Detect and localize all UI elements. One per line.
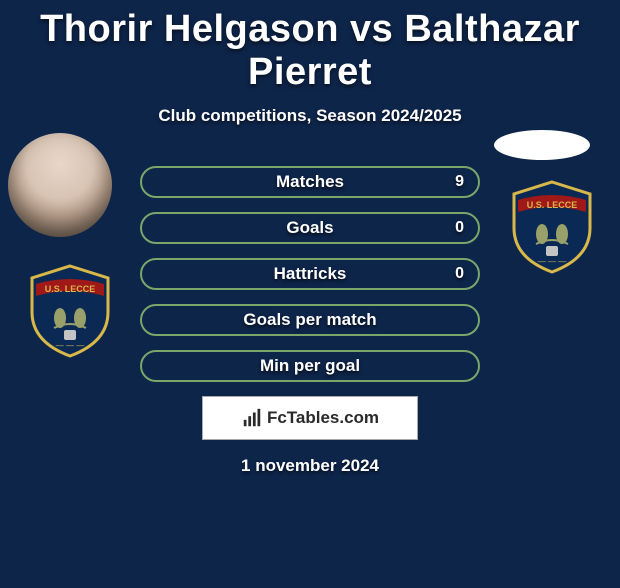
stat-label: Goals per match (142, 306, 478, 334)
chart-icon (241, 407, 263, 429)
stat-value-right: 0 (455, 214, 464, 242)
stat-label: Hattricks (142, 260, 478, 288)
svg-text:— — —: — — — (56, 341, 84, 350)
stat-label: Matches (142, 168, 478, 196)
stat-label: Min per goal (142, 352, 478, 380)
brand-label: FcTables.com (267, 408, 379, 428)
date-label: 1 november 2024 (0, 456, 620, 476)
stat-row: Min per goal (140, 350, 480, 382)
player2-avatar (494, 130, 590, 160)
stat-row: Goals0 (140, 212, 480, 244)
brand-box: FcTables.com (202, 396, 418, 440)
stat-row: Hattricks0 (140, 258, 480, 290)
player2-club-crest: U.S. LECCE — — — (502, 176, 602, 276)
stat-row: Goals per match (140, 304, 480, 336)
stat-row: Matches9 (140, 166, 480, 198)
player1-avatar (8, 133, 112, 237)
svg-text:U.S. LECCE: U.S. LECCE (527, 200, 578, 210)
subtitle: Club competitions, Season 2024/2025 (0, 106, 620, 126)
player1-club-crest: U.S. LECCE — — — (20, 260, 120, 360)
stats-container: Matches9Goals0Hattricks0Goals per matchM… (140, 166, 480, 382)
stat-value-right: 0 (455, 260, 464, 288)
page-title: Thorir Helgason vs Balthazar Pierret (0, 8, 620, 94)
stat-label: Goals (142, 214, 478, 242)
stat-value-right: 9 (455, 168, 464, 196)
svg-text:U.S. LECCE: U.S. LECCE (45, 284, 96, 294)
svg-text:— — —: — — — (538, 257, 566, 266)
